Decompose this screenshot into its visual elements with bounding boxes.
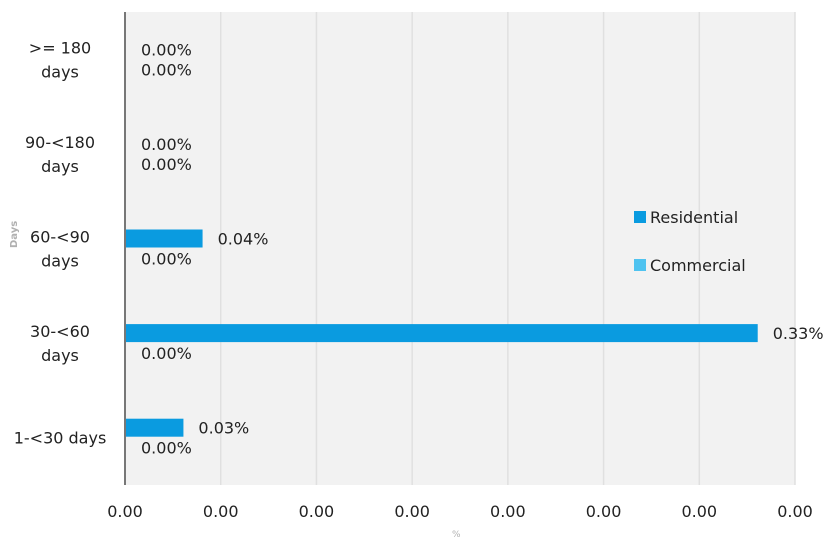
data-label: 0.00% (141, 344, 192, 363)
x-axis-title: % (452, 530, 461, 540)
category-label: 1-<30 days (14, 429, 107, 448)
category-label: >= 180 days (29, 38, 91, 81)
legend-swatch-residential (634, 211, 646, 223)
data-label: 0.33% (773, 324, 824, 343)
bar-residential (126, 324, 758, 343)
x-tick-label: 0.00 (394, 502, 430, 521)
bar-residential (126, 229, 203, 248)
category-label: 90-<180 days (25, 133, 95, 176)
data-label: 0.00% (141, 439, 192, 458)
x-tick-label: 0.00 (107, 502, 143, 521)
data-labels: 0.00%0.00%0.04%0.33%0.03%0.00%0.00%0.00%… (141, 40, 824, 457)
x-tick-labels: 0.00 0.00 0.00 0.00 0.00 0.00 0.00 0.00 (107, 502, 813, 521)
legend-item-residential: Residential (634, 205, 746, 229)
legend: Residential Commercial (634, 205, 746, 301)
legend-label-residential: Residential (650, 207, 739, 227)
x-tick-label: 0.00 (299, 502, 335, 521)
category-labels: >= 180 days 90-<180 days 60-<90 days 30-<60 day… (14, 38, 107, 447)
grid-lines (219, 12, 796, 485)
bars (126, 229, 758, 437)
bar-residential (126, 418, 184, 437)
data-label: 0.04% (218, 230, 269, 249)
data-label: 0.00% (141, 135, 192, 154)
data-label: 0.03% (198, 419, 249, 438)
data-label: 0.00% (141, 40, 192, 59)
y-axis-title: Days (9, 220, 20, 248)
plot-area (125, 12, 795, 485)
category-label: 60-<90 days (30, 228, 90, 271)
legend-label-commercial: Commercial (650, 255, 746, 275)
data-label: 0.00% (141, 60, 192, 79)
category-label: 30-<60 days (30, 322, 90, 365)
x-tick-label: 0.00 (490, 502, 526, 521)
data-label: 0.00% (141, 250, 192, 269)
x-tick-label: 0.00 (777, 502, 813, 521)
data-label: 0.00% (141, 155, 192, 174)
legend-swatch-commercial (634, 259, 646, 271)
x-tick-label: 0.00 (586, 502, 622, 521)
x-tick-label: 0.00 (681, 502, 717, 521)
x-tick-label: 0.00 (203, 502, 239, 521)
legend-item-commercial: Commercial (634, 253, 746, 277)
